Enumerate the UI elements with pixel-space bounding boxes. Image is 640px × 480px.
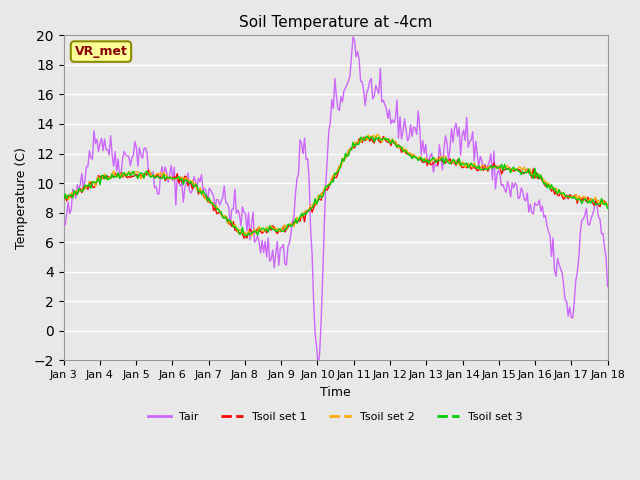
Tsoil set 3 <box>363 133 371 139</box>
Tsoil set 1 <box>251 228 259 234</box>
Tair <box>249 209 257 215</box>
Tsoil set 3 <box>577 197 584 203</box>
Tsoil set 1 <box>222 214 230 220</box>
Tsoil set 2 <box>373 132 381 137</box>
Tair <box>60 220 67 226</box>
Tsoil set 2 <box>577 196 584 202</box>
Line: Tsoil set 3: Tsoil set 3 <box>63 136 607 236</box>
Tsoil set 1 <box>60 192 67 198</box>
Tair <box>222 200 230 205</box>
Tair <box>604 284 611 289</box>
Legend: Tair, Tsoil set 1, Tsoil set 2, Tsoil set 3: Tair, Tsoil set 1, Tsoil set 2, Tsoil se… <box>144 408 527 426</box>
Tsoil set 3 <box>251 228 259 234</box>
Tsoil set 2 <box>240 229 248 235</box>
Line: Tsoil set 1: Tsoil set 1 <box>63 136 607 238</box>
Y-axis label: Temperature (C): Temperature (C) <box>15 147 28 249</box>
Title: Soil Temperature at -4cm: Soil Temperature at -4cm <box>239 15 432 30</box>
Tair <box>349 34 357 40</box>
Tsoil set 2 <box>248 233 255 239</box>
Tsoil set 2 <box>604 203 611 208</box>
Tsoil set 2 <box>299 210 307 216</box>
Tsoil set 2 <box>251 226 259 232</box>
Tair <box>127 163 134 168</box>
Tsoil set 3 <box>222 214 230 220</box>
Tsoil set 2 <box>60 192 67 198</box>
Tsoil set 1 <box>127 175 134 180</box>
Tsoil set 1 <box>364 133 372 139</box>
Text: VR_met: VR_met <box>74 45 127 58</box>
Line: Tsoil set 2: Tsoil set 2 <box>63 134 607 236</box>
Tsoil set 1 <box>577 195 584 201</box>
Tsoil set 1 <box>240 235 248 241</box>
Tsoil set 3 <box>240 231 248 237</box>
Tsoil set 3 <box>604 205 611 211</box>
Tsoil set 1 <box>299 212 307 217</box>
Tair <box>577 230 584 236</box>
X-axis label: Time: Time <box>320 386 351 399</box>
Tair <box>314 365 322 371</box>
Tair <box>240 209 248 215</box>
Tsoil set 2 <box>222 213 230 219</box>
Tsoil set 3 <box>127 173 134 179</box>
Tsoil set 1 <box>242 233 250 239</box>
Line: Tair: Tair <box>63 37 607 368</box>
Tsoil set 3 <box>299 213 307 219</box>
Tsoil set 3 <box>243 233 251 239</box>
Tsoil set 2 <box>127 170 134 176</box>
Tair <box>298 141 305 146</box>
Tsoil set 3 <box>60 197 67 203</box>
Tsoil set 1 <box>604 203 611 208</box>
